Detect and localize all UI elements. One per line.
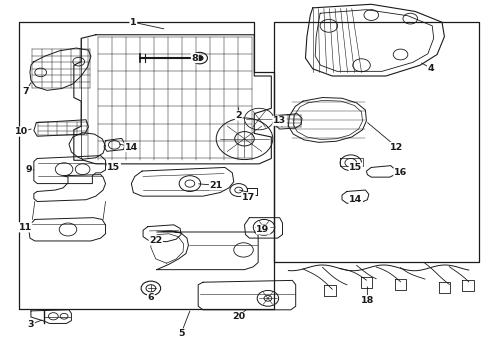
Text: 14: 14 bbox=[348, 195, 362, 204]
Text: 15: 15 bbox=[107, 163, 120, 172]
Text: 20: 20 bbox=[232, 312, 244, 321]
Text: 3: 3 bbox=[28, 320, 34, 329]
Text: 18: 18 bbox=[360, 296, 373, 305]
Text: 6: 6 bbox=[147, 293, 154, 302]
Text: 7: 7 bbox=[22, 86, 29, 95]
Text: 14: 14 bbox=[124, 143, 138, 152]
Text: 19: 19 bbox=[256, 225, 269, 234]
Text: 13: 13 bbox=[272, 116, 285, 125]
Text: 15: 15 bbox=[348, 163, 362, 172]
Text: 8: 8 bbox=[191, 54, 198, 63]
Text: 21: 21 bbox=[209, 181, 223, 190]
Text: 11: 11 bbox=[19, 223, 32, 232]
Text: 9: 9 bbox=[25, 165, 32, 174]
Text: 2: 2 bbox=[235, 111, 242, 120]
Circle shape bbox=[196, 55, 203, 60]
Text: 5: 5 bbox=[178, 329, 184, 338]
Text: 12: 12 bbox=[389, 143, 403, 152]
Text: 22: 22 bbox=[149, 236, 162, 245]
Text: 16: 16 bbox=[393, 168, 407, 177]
Text: 4: 4 bbox=[427, 64, 433, 73]
Text: 1: 1 bbox=[130, 18, 136, 27]
Text: 17: 17 bbox=[241, 193, 255, 202]
Text: 10: 10 bbox=[15, 127, 28, 136]
